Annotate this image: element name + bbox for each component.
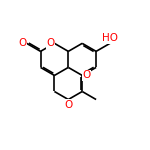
Text: O: O	[18, 38, 27, 48]
Text: O: O	[46, 38, 54, 48]
Text: O: O	[82, 70, 90, 80]
Text: HO: HO	[102, 33, 118, 43]
Text: O: O	[64, 99, 72, 110]
